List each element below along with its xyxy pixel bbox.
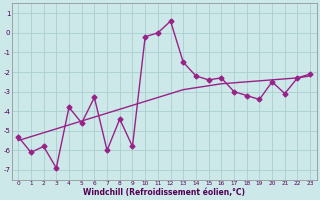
X-axis label: Windchill (Refroidissement éolien,°C): Windchill (Refroidissement éolien,°C) <box>83 188 245 197</box>
